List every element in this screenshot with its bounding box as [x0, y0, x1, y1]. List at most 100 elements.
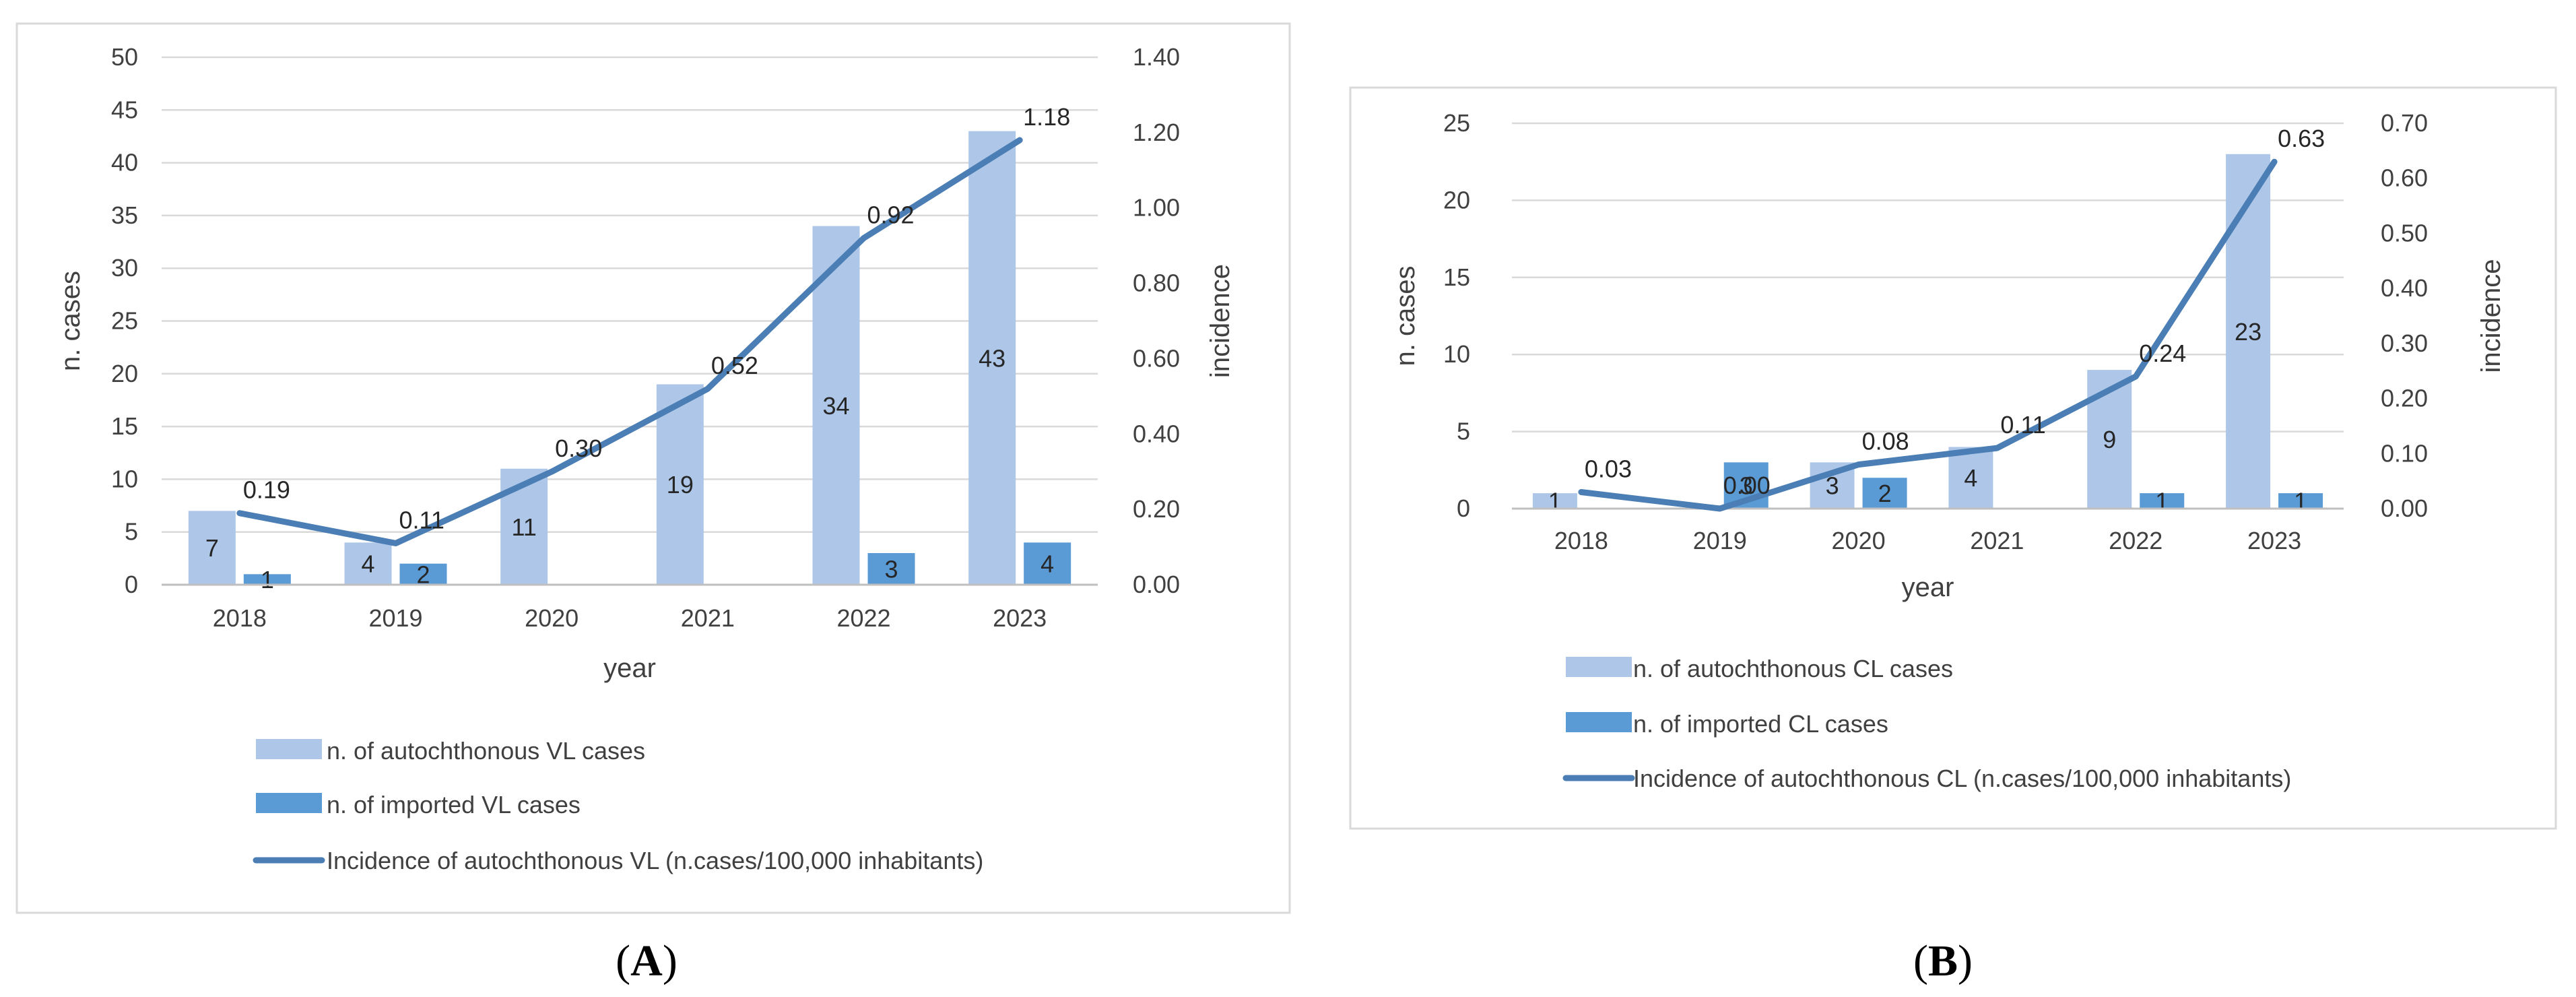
x-tick-label: 2023 — [993, 604, 1047, 632]
x-tick-label: 2019 — [1693, 527, 1747, 554]
y-tick-label: 40 — [111, 149, 138, 176]
bar-data-label: 19 — [667, 471, 694, 498]
y-tick-label: 0 — [125, 571, 138, 598]
bar-data-label: 2 — [1878, 480, 1892, 507]
legend-entry: Incidence of autochthonous VL (n.cases/1… — [327, 847, 983, 874]
y2-axis-title: incidence — [2476, 259, 2506, 373]
y2-tick-label: 0.40 — [2381, 274, 2428, 302]
bar-data-label: 2 — [416, 560, 430, 588]
x-tick-label: 2021 — [681, 604, 735, 632]
y2-tick-label: 0.00 — [2381, 494, 2428, 522]
x-axis-title: year — [1902, 573, 1954, 602]
y2-tick-label: 1.20 — [1133, 119, 1180, 146]
y-tick-label: 15 — [111, 412, 138, 440]
bar-data-label: 7 — [205, 534, 219, 562]
x-tick-label: 2018 — [213, 604, 267, 632]
y-tick-label: 15 — [1443, 263, 1470, 291]
bar-autochthonous — [812, 226, 860, 585]
y2-tick-label: 1.40 — [1133, 43, 1180, 71]
y-tick-label: 30 — [111, 254, 138, 282]
y2-tick-label: 0.20 — [1133, 495, 1180, 523]
line-data-label: 0.11 — [2000, 411, 2045, 439]
bar-data-label: 3 — [1740, 472, 1753, 500]
line-data-label: 0.30 — [555, 435, 602, 462]
line-data-label: 0.03 — [1585, 455, 1632, 482]
x-axis-title: year — [603, 653, 656, 683]
bar-imported — [867, 553, 915, 585]
panel-label-letter: B — [1928, 936, 1958, 986]
y2-tick-label: 0.20 — [2381, 385, 2428, 412]
x-tick-label: 2022 — [2109, 527, 2162, 554]
y-tick-label: 25 — [111, 307, 138, 335]
panel-label: (A) — [616, 936, 678, 986]
x-tick-label: 2019 — [368, 604, 422, 632]
panel-label: (B) — [1913, 936, 1973, 986]
x-tick-label: 2021 — [1970, 527, 2024, 554]
y-tick-label: 20 — [111, 360, 138, 387]
bar-data-label: 1 — [2294, 488, 2307, 515]
y2-tick-label: 0.00 — [1133, 571, 1180, 598]
panel-label-letter: A — [630, 936, 663, 986]
y2-tick-label: 0.60 — [1133, 344, 1180, 372]
line-data-label: 1.18 — [1023, 103, 1070, 131]
y-tick-label: 5 — [1457, 418, 1470, 445]
bar-data-label: 1 — [1548, 488, 1562, 515]
bar-autochthonous — [2226, 154, 2271, 509]
chart-frame — [15, 22, 1291, 914]
bar-data-label: 4 — [361, 550, 374, 578]
x-tick-label: 2020 — [1832, 527, 1886, 554]
y-tick-label: 0 — [1457, 494, 1470, 522]
y-axis-title: n. cases — [56, 271, 86, 371]
y2-tick-label: 0.80 — [1133, 269, 1180, 297]
bar-data-label: 4 — [1041, 550, 1054, 578]
legend-entry: n. of autochthonous VL cases — [327, 737, 645, 765]
line-data-label: 0.11 — [399, 506, 444, 534]
line-data-label: 0.92 — [867, 201, 915, 228]
chart-panel-b: 0 5 10 15 20 25 0.00 0.10 0.20 0.30 0.40 0.50 0.60 0.… — [1349, 86, 2557, 986]
bar-data-label: 23 — [2235, 318, 2261, 346]
y2-tick-label: 0.60 — [2381, 164, 2428, 192]
x-tick-label: 2020 — [525, 604, 579, 632]
bar-data-label: 4 — [1964, 464, 1977, 492]
y-tick-label: 10 — [1443, 340, 1470, 368]
y-tick-label: 25 — [1443, 109, 1470, 137]
bar-autochthonous — [500, 468, 548, 585]
bar-imported — [1024, 542, 1071, 585]
panel-label-open: ( — [1913, 936, 1928, 986]
bar-data-label: 3 — [884, 556, 898, 583]
panel-label-close: ) — [663, 936, 678, 986]
y-tick-label: 35 — [111, 201, 138, 229]
line-data-label: 0.00 — [1723, 472, 1771, 499]
x-tick-label: 2022 — [836, 604, 890, 632]
legend-entry: n. of imported VL cases — [327, 791, 581, 818]
incidence-line — [1578, 158, 2278, 512]
legend-entry: n. of autochthonous CL cases — [1633, 655, 1953, 682]
y2-tick-label: 1.00 — [1133, 194, 1180, 222]
y2-tick-label: 0.30 — [2381, 329, 2428, 357]
line-data-label: 0.63 — [2278, 125, 2325, 152]
bar-data-label: 11 — [511, 513, 536, 541]
bar-data-label: 1 — [2155, 488, 2169, 515]
legend-swatch — [1566, 712, 1632, 732]
chart-panel-a: 0 5 10 15 20 25 30 35 40 45 50 0.00 0.20 0.40 0.60 0.80… — [15, 22, 1291, 986]
panel-label-close: ) — [1958, 936, 1973, 986]
y-tick-label: 10 — [111, 465, 138, 492]
bar-imported — [399, 563, 447, 585]
x-tick-label: 2023 — [2247, 527, 2301, 554]
bar-imported — [2278, 493, 2323, 509]
bar-autochthonous — [188, 511, 236, 585]
legend-swatch — [256, 739, 322, 759]
bar-autochthonous — [1948, 447, 1993, 509]
bar-imported — [243, 574, 291, 585]
bar-autochthonous — [968, 131, 1016, 585]
bar-data-label: 1 — [261, 566, 274, 593]
line-data-label: 0.08 — [1862, 428, 1909, 455]
y-tick-label: 5 — [125, 518, 138, 546]
x-tick-label: 2018 — [1554, 527, 1608, 554]
y2-tick-label: 0.40 — [1133, 420, 1180, 447]
bar-autochthonous — [656, 384, 704, 585]
bar-data-label: 3 — [1826, 472, 1839, 500]
legend-swatch — [256, 793, 322, 813]
legend-entry: Incidence of autochthonous CL (n.cases/1… — [1633, 765, 2291, 792]
